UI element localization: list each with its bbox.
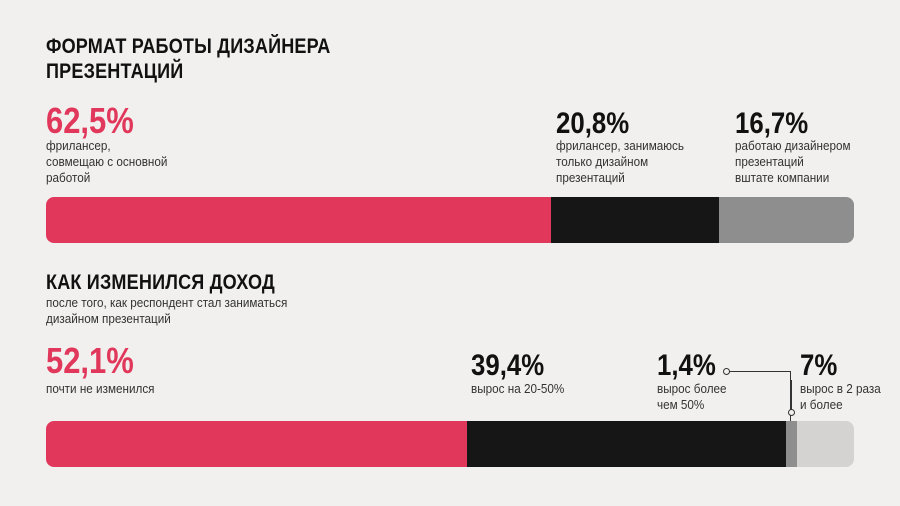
chart-1-title: ФОРМАТ РАБОТЫ ДИЗАЙНЕРА ПРЕЗЕНТАЦИЙ: [46, 35, 331, 83]
chart-2-bar-segment-2: [786, 421, 798, 467]
chart-1-desc-0: фрилансер, совмещаю с основной работой: [46, 138, 168, 185]
chart-2-desc-2: вырос более чем 50%: [657, 381, 727, 412]
chart-2-stacked-bar: [46, 421, 854, 467]
chart-2-desc-3: вырос в 2 раза и более: [800, 381, 881, 412]
chart-1-desc-1: фрилансер, занимаюсь только дизайном пре…: [556, 138, 684, 185]
chart-2-label-1: 39,4%: [471, 349, 545, 382]
leader-dot-7pct: [788, 409, 795, 416]
chart-1-bar-segment-0: [46, 197, 551, 243]
chart-2-label-0: 52,1%: [46, 340, 134, 381]
chart-1-label-0: 62,5%: [46, 100, 134, 141]
chart-2-bar-segment-3: [797, 421, 854, 467]
leader-dot-1-4pct: [723, 368, 730, 375]
chart-2-label-2: 1,4%: [657, 349, 716, 382]
chart-2-bar-segment-0: [46, 421, 468, 467]
chart-2-bar-segment-1: [467, 421, 787, 467]
leader-line-7pct: [791, 380, 792, 410]
chart-1-label-1: 20,8%: [556, 107, 630, 140]
chart-1-bar-segment-1: [551, 197, 720, 243]
chart-1-desc-2: работаю дизайнером презентаций вштате ко…: [735, 138, 851, 185]
chart-2-title: КАК ИЗМЕНИЛСЯ ДОХОД: [46, 271, 275, 294]
chart-2-desc-1: вырос на 20-50%: [471, 381, 565, 396]
chart-2-label-3: 7%: [800, 349, 838, 382]
chart-2-desc-0: почти не изменился: [46, 381, 155, 396]
leader-line-1-4pct: [729, 371, 791, 423]
chart-1-label-2: 16,7%: [735, 107, 809, 140]
chart-1-bar-segment-2: [719, 197, 854, 243]
chart-1-stacked-bar: [46, 197, 854, 243]
chart-2-subtitle: после того, как респондент стал занимать…: [46, 295, 288, 326]
